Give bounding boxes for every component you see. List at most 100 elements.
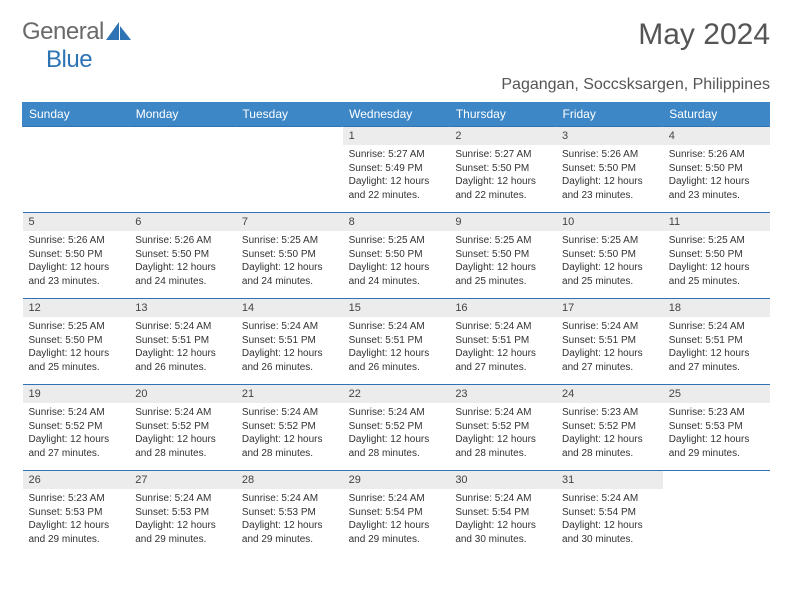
sunrise-text: Sunrise: 5:26 AM [562,148,657,162]
sunset-text: Sunset: 5:50 PM [455,248,550,262]
calendar-cell: 30Sunrise: 5:24 AMSunset: 5:54 PMDayligh… [449,471,556,557]
sunset-text: Sunset: 5:54 PM [562,506,657,520]
brand-logo: General [22,18,132,46]
calendar-cell: 28Sunrise: 5:24 AMSunset: 5:53 PMDayligh… [236,471,343,557]
sunrise-text: Sunrise: 5:24 AM [349,320,444,334]
day-details: Sunrise: 5:24 AMSunset: 5:51 PMDaylight:… [343,317,450,378]
day-number [129,127,236,133]
dh-sun: Sunday [23,102,130,127]
day-details: Sunrise: 5:23 AMSunset: 5:52 PMDaylight:… [556,403,663,464]
day-number: 15 [343,299,450,317]
daylight-text: Daylight: 12 hours and 26 minutes. [135,347,230,374]
day-details: Sunrise: 5:24 AMSunset: 5:52 PMDaylight:… [449,403,556,464]
daylight-text: Daylight: 12 hours and 24 minutes. [242,261,337,288]
day-number: 12 [23,299,130,317]
sunrise-text: Sunrise: 5:23 AM [669,406,764,420]
sunset-text: Sunset: 5:52 PM [135,420,230,434]
day-number: 7 [236,213,343,231]
day-details: Sunrise: 5:25 AMSunset: 5:50 PMDaylight:… [343,231,450,292]
daylight-text: Daylight: 12 hours and 24 minutes. [135,261,230,288]
day-number: 21 [236,385,343,403]
daylight-text: Daylight: 12 hours and 25 minutes. [562,261,657,288]
sunrise-text: Sunrise: 5:24 AM [562,492,657,506]
daylight-text: Daylight: 12 hours and 25 minutes. [455,261,550,288]
daylight-text: Daylight: 12 hours and 29 minutes. [135,519,230,546]
calendar-cell: 2Sunrise: 5:27 AMSunset: 5:50 PMDaylight… [449,127,556,213]
sunset-text: Sunset: 5:53 PM [669,420,764,434]
day-details: Sunrise: 5:25 AMSunset: 5:50 PMDaylight:… [23,317,130,378]
sunset-text: Sunset: 5:50 PM [669,162,764,176]
sunrise-text: Sunrise: 5:27 AM [455,148,550,162]
dh-tue: Tuesday [236,102,343,127]
calendar-cell: 8Sunrise: 5:25 AMSunset: 5:50 PMDaylight… [343,213,450,299]
brand-general: General [22,18,104,45]
calendar-cell: 26Sunrise: 5:23 AMSunset: 5:53 PMDayligh… [23,471,130,557]
calendar-cell: 18Sunrise: 5:24 AMSunset: 5:51 PMDayligh… [663,299,770,385]
logo-sail-icon [106,22,132,42]
sunset-text: Sunset: 5:52 PM [349,420,444,434]
daylight-text: Daylight: 12 hours and 24 minutes. [349,261,444,288]
sunset-text: Sunset: 5:51 PM [349,334,444,348]
day-number: 26 [23,471,130,489]
daylight-text: Daylight: 12 hours and 28 minutes. [455,433,550,460]
sunrise-text: Sunrise: 5:24 AM [135,492,230,506]
sunset-text: Sunset: 5:53 PM [135,506,230,520]
sunrise-text: Sunrise: 5:24 AM [455,406,550,420]
sunrise-text: Sunrise: 5:25 AM [455,234,550,248]
day-details: Sunrise: 5:26 AMSunset: 5:50 PMDaylight:… [663,145,770,206]
calendar-cell: 21 Sunrise: 5:24 AMSunset: 5:52 PMDayligh… [236,385,343,471]
day-number: 20 [129,385,236,403]
day-details: Sunrise: 5:24 AMSunset: 5:54 PMDaylight:… [343,489,450,550]
sunset-text: Sunset: 5:50 PM [135,248,230,262]
daylight-text: Daylight: 12 hours and 28 minutes. [349,433,444,460]
day-details: Sunrise: 5:24 AMSunset: 5:54 PMDaylight:… [556,489,663,550]
calendar-cell: 10Sunrise: 5:25 AMSunset: 5:50 PMDayligh… [556,213,663,299]
day-number: 28 [236,471,343,489]
day-number: 11 [663,213,770,231]
sunset-text: Sunset: 5:53 PM [242,506,337,520]
daylight-text: Daylight: 12 hours and 22 minutes. [349,175,444,202]
day-number: 30 [449,471,556,489]
calendar-week-row: 19Sunrise: 5:24 AMSunset: 5:52 PMDayligh… [23,385,770,471]
daylight-text: Daylight: 12 hours and 23 minutes. [29,261,124,288]
daylight-text: Daylight: 12 hours and 28 minutes. [562,433,657,460]
calendar-cell: 24Sunrise: 5:23 AMSunset: 5:52 PMDayligh… [556,385,663,471]
calendar-cell: 23Sunrise: 5:24 AMSunset: 5:52 PMDayligh… [449,385,556,471]
daylight-text: Daylight: 12 hours and 28 minutes. [242,433,337,460]
day-details: Sunrise: 5:25 AMSunset: 5:50 PMDaylight:… [449,231,556,292]
sunrise-text: Sunrise: 5:24 AM [135,320,230,334]
sunrise-text: Sunrise: 5:24 AM [242,406,337,420]
daylight-text: Daylight: 12 hours and 26 minutes. [242,347,337,374]
day-number: 17 [556,299,663,317]
day-details: Sunrise: 5:27 AMSunset: 5:49 PMDaylight:… [343,145,450,206]
daylight-text: Daylight: 12 hours and 25 minutes. [669,261,764,288]
day-details: Sunrise: 5:25 AMSunset: 5:50 PMDaylight:… [663,231,770,292]
calendar-cell: 5Sunrise: 5:26 AMSunset: 5:50 PMDaylight… [23,213,130,299]
day-details: Sunrise: 5:24 AMSunset: 5:52 PMDaylight:… [343,403,450,464]
day-details: Sunrise: 5:24 AMSunset: 5:53 PMDaylight:… [236,489,343,550]
sunrise-text: Sunrise: 5:23 AM [562,406,657,420]
calendar-cell [663,471,770,557]
sunset-text: Sunset: 5:50 PM [669,248,764,262]
daylight-text: Daylight: 12 hours and 30 minutes. [562,519,657,546]
calendar-cell: 13Sunrise: 5:24 AMSunset: 5:51 PMDayligh… [129,299,236,385]
sunset-text: Sunset: 5:52 PM [242,420,337,434]
calendar-cell: 29Sunrise: 5:24 AMSunset: 5:54 PMDayligh… [343,471,450,557]
sunrise-text: Sunrise: 5:25 AM [349,234,444,248]
sunset-text: Sunset: 5:54 PM [349,506,444,520]
daylight-text: Daylight: 12 hours and 26 minutes. [349,347,444,374]
sunrise-text: Sunrise: 5:25 AM [242,234,337,248]
sunrise-text: Sunrise: 5:24 AM [669,320,764,334]
sunset-text: Sunset: 5:51 PM [242,334,337,348]
sunset-text: Sunset: 5:50 PM [29,334,124,348]
sunset-text: Sunset: 5:52 PM [29,420,124,434]
calendar-cell: 14Sunrise: 5:24 AMSunset: 5:51 PMDayligh… [236,299,343,385]
daylight-text: Daylight: 12 hours and 27 minutes. [562,347,657,374]
dh-sat: Saturday [663,102,770,127]
day-number: 24 [556,385,663,403]
day-number: 16 [449,299,556,317]
daylight-text: Daylight: 12 hours and 29 minutes. [29,519,124,546]
dh-mon: Monday [129,102,236,127]
day-details: Sunrise: 5:24 AMSunset: 5:51 PMDaylight:… [236,317,343,378]
calendar-cell: 31Sunrise: 5:24 AMSunset: 5:54 PMDayligh… [556,471,663,557]
